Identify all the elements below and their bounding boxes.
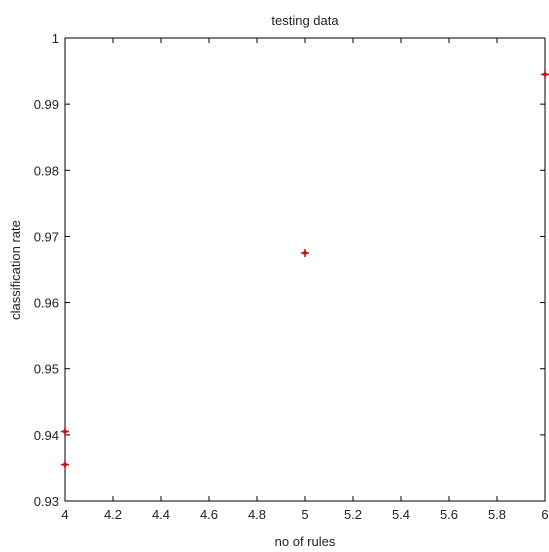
x-tick-label: 5.8 xyxy=(488,507,506,522)
x-tick-label: 5.2 xyxy=(344,507,362,522)
y-axis-title: classification rate xyxy=(8,220,23,320)
data-point-dot xyxy=(63,429,67,434)
x-tick-label: 5.4 xyxy=(392,507,410,522)
data-point xyxy=(61,427,69,436)
data-point xyxy=(301,248,309,257)
x-tick-label: 4.2 xyxy=(104,507,122,522)
x-axis-title: no of rules xyxy=(275,534,336,549)
plot-area xyxy=(64,37,546,502)
data-point-dot xyxy=(543,72,547,77)
y-tick-label: 0.97 xyxy=(34,229,59,244)
y-axis-ticks: 0.93 0.94 0.95 0.96 0.97 0.98 0.99 1 xyxy=(34,31,545,509)
x-axis-ticks: 4 4.2 4.4 4.6 4.8 5 5.2 5.4 5.6 5.8 6 xyxy=(61,38,549,522)
data-point-dot xyxy=(303,250,307,255)
data-point xyxy=(61,460,69,469)
y-tick-label: 0.94 xyxy=(34,428,59,443)
x-tick-label: 5.6 xyxy=(440,507,458,522)
y-tick-label: 0.99 xyxy=(34,97,59,112)
x-tick-label: 4.4 xyxy=(152,507,170,522)
chart-title: testing data xyxy=(271,13,339,28)
x-tick-label: 4.8 xyxy=(248,507,266,522)
x-tick-label: 4 xyxy=(61,507,68,522)
y-tick-label: 0.98 xyxy=(34,163,59,178)
y-tick-label: 0.93 xyxy=(34,494,59,509)
y-tick-label: 0.96 xyxy=(34,296,59,311)
y-tick-label: 0.95 xyxy=(34,362,59,377)
x-tick-label: 5 xyxy=(301,507,308,522)
data-points xyxy=(61,70,549,469)
x-tick-label: 6 xyxy=(541,507,548,522)
data-point xyxy=(541,70,549,79)
data-point-dot xyxy=(63,462,67,467)
y-tick-label: 1 xyxy=(52,31,59,46)
x-tick-label: 4.6 xyxy=(200,507,218,522)
